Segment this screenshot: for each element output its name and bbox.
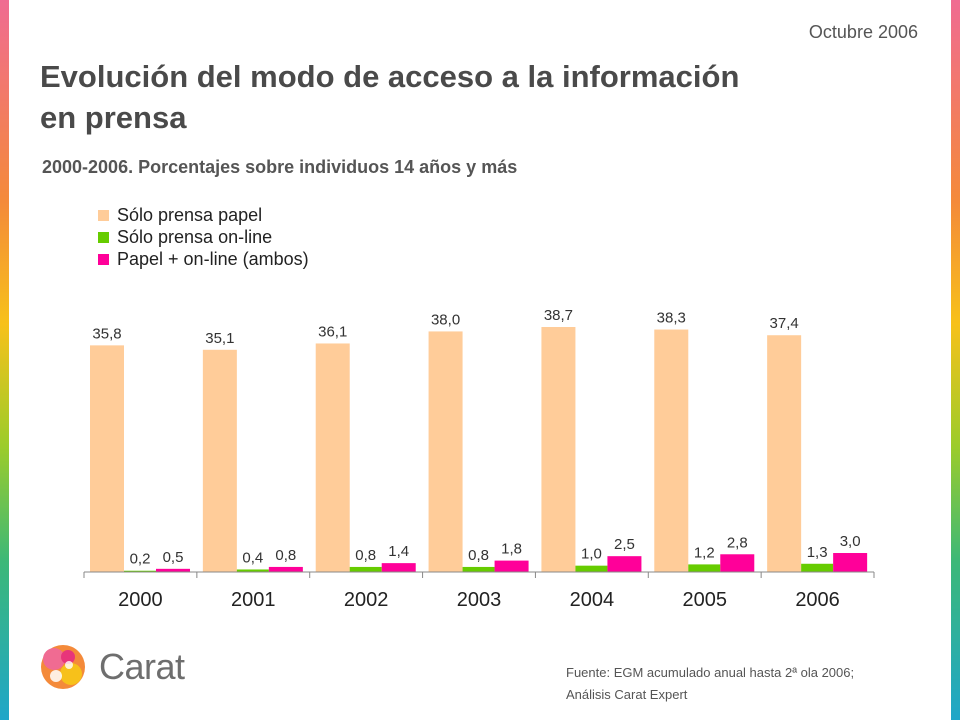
- x-tick-label-2006: 2006: [795, 589, 840, 611]
- data-label-s2-2004: 2,5: [614, 536, 635, 553]
- x-tick-label-2001: 2001: [231, 589, 276, 611]
- x-tick-label-2004: 2004: [570, 589, 615, 611]
- source-note: Fuente: EGM acumulado anual hasta 2ª ola…: [566, 662, 854, 706]
- source-line-1: Fuente: EGM acumulado anual hasta 2ª ola…: [566, 665, 855, 680]
- x-tick-label-2000: 2000: [118, 589, 163, 611]
- bar-s0-2002: [315, 343, 350, 572]
- bar-s2-2003: [494, 560, 529, 572]
- data-label-s2-2006: 3,0: [840, 533, 861, 550]
- data-label-s2-2003: 1,8: [501, 541, 522, 558]
- bar-s1-2001: [236, 569, 269, 572]
- bar-s1-2000: [124, 570, 156, 572]
- data-label-s1-2001: 0,4: [242, 549, 263, 566]
- bar-s0-2004: [541, 327, 576, 572]
- data-label-s0-2004: 38,7: [544, 307, 573, 324]
- legend-swatch-online: [98, 231, 109, 243]
- data-label-s2-2005: 2,8: [727, 534, 748, 551]
- right-gradient-border: [951, 0, 960, 720]
- legend-label-online: Sólo prensa on-line: [117, 226, 273, 247]
- legend-swatch-papel: [98, 209, 109, 221]
- chart-subtitle: 2000-2006. Porcentajes sobre individuos …: [42, 157, 518, 177]
- bar-s1-2006: [801, 563, 834, 572]
- bar-s2-2002: [381, 563, 416, 572]
- bar-s1-2005: [688, 564, 721, 572]
- legend-swatch-ambos: [98, 253, 109, 265]
- bar-s2-2001: [268, 566, 303, 572]
- bar-s0-2005: [654, 329, 689, 572]
- carat-logo: Carat: [37, 642, 185, 692]
- data-label-s0-2001: 35,1: [205, 330, 234, 347]
- data-label-s1-2004: 1,0: [581, 546, 602, 563]
- bar-s2-2004: [607, 556, 642, 572]
- data-label-s0-2006: 37,4: [770, 315, 799, 332]
- title-line-1: Evolución del modo de acceso a la inform…: [40, 59, 740, 94]
- data-label-s1-2000: 0,2: [130, 551, 151, 568]
- data-label-s1-2006: 1,3: [807, 544, 828, 561]
- data-label-s0-2003: 38,0: [431, 311, 460, 328]
- x-tick-label-2002: 2002: [344, 589, 389, 611]
- legend-item-online: Sólo prensa on-line: [98, 226, 309, 248]
- left-gradient-border: [0, 0, 9, 720]
- bar-s0-2000: [90, 345, 124, 572]
- data-label-s0-2000: 35,8: [92, 325, 121, 342]
- data-label-s2-2002: 1,4: [388, 543, 409, 560]
- legend-label-ambos: Papel + on-line (ambos): [117, 248, 309, 269]
- bar-s2-2005: [720, 554, 755, 572]
- bar-s0-2003: [428, 331, 463, 572]
- legend-item-ambos: Papel + on-line (ambos): [98, 248, 309, 270]
- data-label-s2-2000: 0,5: [163, 549, 184, 566]
- page-title: Evolución del modo de acceso a la inform…: [40, 56, 900, 138]
- legend-label-papel: Sólo prensa papel: [117, 204, 263, 225]
- bar-s1-2004: [575, 565, 608, 572]
- bar-s0-2001: [202, 349, 237, 572]
- x-tick-label-2003: 2003: [457, 589, 502, 611]
- title-line-2: en prensa: [40, 100, 187, 135]
- carat-logo-text: Carat: [99, 646, 185, 687]
- x-tick-label-2005: 2005: [682, 589, 727, 611]
- data-label-s1-2002: 0,8: [355, 547, 376, 564]
- bar-s0-2006: [767, 335, 802, 572]
- chart-legend: Sólo prensa papel Sólo prensa on-line Pa…: [98, 204, 309, 270]
- data-label-s1-2005: 1,2: [694, 544, 715, 561]
- data-label-s2-2001: 0,8: [275, 547, 296, 564]
- legend-item-papel: Sólo prensa papel: [98, 204, 309, 226]
- bar-s2-2006: [833, 553, 868, 572]
- carat-logo-icon: [41, 645, 85, 689]
- data-label-s1-2003: 0,8: [468, 547, 489, 564]
- bar-s1-2003: [462, 566, 495, 572]
- bar-s2-2000: [156, 568, 190, 572]
- bar-chart: 35,8 0,2 0,5 2000 35,1 0,4 0,8 2001 36,1 0,8 1,4 20…: [83, 307, 875, 611]
- bar-s1-2002: [349, 566, 382, 572]
- report-date: Octubre 2006: [808, 22, 918, 42]
- data-label-s0-2005: 38,3: [657, 310, 686, 327]
- source-line-2: Análisis Carat Expert: [566, 687, 688, 702]
- data-label-s0-2002: 36,1: [318, 323, 347, 340]
